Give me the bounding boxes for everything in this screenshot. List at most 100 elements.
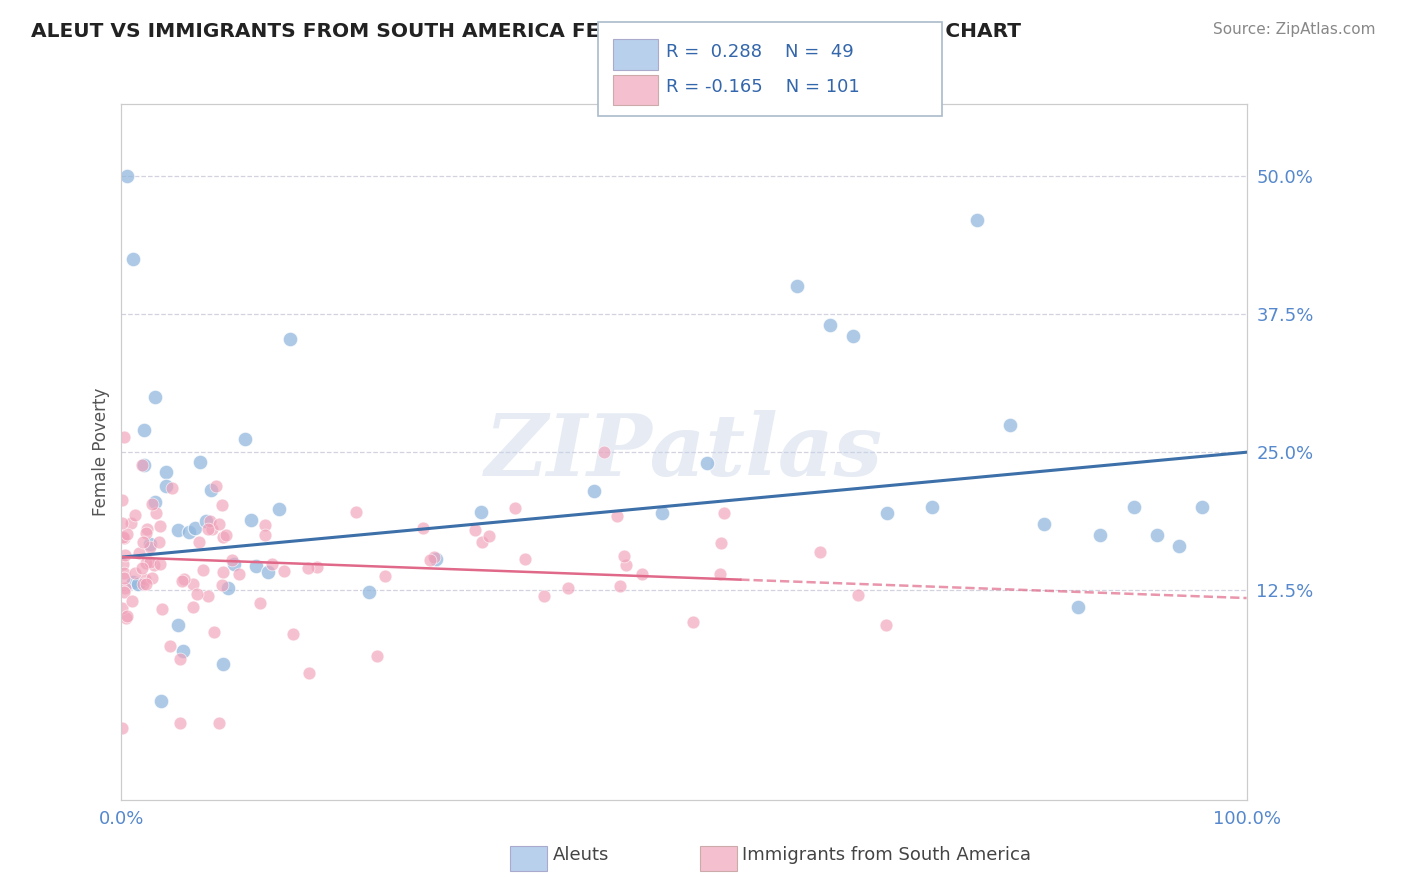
Point: [253, 528, 276, 542]
Point: [135, 576, 157, 591]
Point: [188, 455, 211, 469]
Point: [197, 589, 219, 603]
Point: [111, 516, 134, 530]
Point: [121, 252, 143, 266]
Point: [114, 548, 136, 562]
Point: [127, 577, 149, 591]
Point: [273, 564, 295, 578]
Point: [298, 666, 321, 681]
Point: [614, 558, 637, 572]
Point: [115, 169, 138, 183]
Point: [366, 648, 388, 663]
Point: [141, 497, 163, 511]
Point: [194, 514, 217, 528]
Point: [419, 553, 441, 567]
Point: [143, 390, 166, 404]
Point: [186, 587, 208, 601]
Point: [709, 566, 731, 581]
Point: [966, 213, 988, 227]
Point: [128, 546, 150, 560]
Text: ALEUT VS IMMIGRANTS FROM SOUTH AMERICA FEMALE POVERTY CORRELATION CHART: ALEUT VS IMMIGRANTS FROM SOUTH AMERICA F…: [31, 22, 1021, 41]
Point: [202, 624, 225, 639]
Point: [876, 506, 898, 520]
Point: [650, 506, 672, 520]
Point: [471, 535, 494, 549]
Point: [254, 518, 277, 533]
Point: [281, 626, 304, 640]
Point: [117, 608, 139, 623]
Point: [357, 584, 380, 599]
Point: [193, 563, 215, 577]
Point: [149, 694, 172, 708]
Point: [1067, 599, 1090, 614]
Point: [478, 529, 501, 543]
Point: [112, 429, 135, 443]
Point: [267, 501, 290, 516]
Text: ZIPatlas: ZIPatlas: [485, 410, 883, 494]
Point: [208, 715, 231, 730]
Point: [150, 601, 173, 615]
Point: [875, 618, 897, 632]
Point: [149, 519, 172, 533]
Point: [249, 596, 271, 610]
Point: [217, 581, 239, 595]
Point: [425, 552, 447, 566]
Point: [145, 506, 167, 520]
Point: [183, 521, 205, 535]
Point: [172, 644, 194, 658]
Point: [278, 332, 301, 346]
Point: [138, 536, 160, 550]
Point: [162, 481, 184, 495]
Point: [114, 610, 136, 624]
Point: [582, 483, 605, 498]
Point: [412, 521, 434, 535]
Point: [173, 572, 195, 586]
Point: [166, 618, 188, 632]
Point: [297, 561, 319, 575]
Point: [613, 549, 636, 564]
Point: [112, 531, 135, 545]
Point: [422, 549, 444, 564]
Point: [470, 505, 492, 519]
Point: [198, 514, 221, 528]
Point: [120, 516, 142, 530]
Point: [155, 479, 177, 493]
Point: [136, 522, 159, 536]
Point: [1090, 528, 1112, 542]
Point: [212, 566, 235, 580]
Point: [188, 534, 211, 549]
Point: [513, 551, 536, 566]
Point: [921, 500, 943, 515]
Point: [503, 501, 526, 516]
Point: [682, 615, 704, 630]
Point: [139, 540, 162, 554]
Point: [842, 329, 865, 343]
Point: [114, 566, 136, 580]
Point: [215, 528, 238, 542]
Point: [111, 530, 134, 544]
Point: [211, 657, 233, 672]
Point: [233, 432, 256, 446]
Point: [112, 571, 135, 585]
Point: [111, 492, 134, 507]
Point: [208, 517, 231, 532]
Point: [143, 495, 166, 509]
Point: [239, 513, 262, 527]
Point: [155, 465, 177, 479]
Point: [344, 504, 367, 518]
Point: [141, 572, 163, 586]
Point: [124, 508, 146, 523]
Point: [197, 522, 219, 536]
Point: [132, 458, 155, 472]
Point: [256, 565, 278, 579]
Point: [212, 530, 235, 544]
Point: [115, 527, 138, 541]
Point: [786, 279, 808, 293]
Point: [200, 483, 222, 497]
Point: [134, 572, 156, 586]
Point: [848, 588, 870, 602]
Point: [221, 553, 243, 567]
Point: [121, 594, 143, 608]
Point: [808, 544, 831, 558]
Point: [112, 557, 135, 571]
